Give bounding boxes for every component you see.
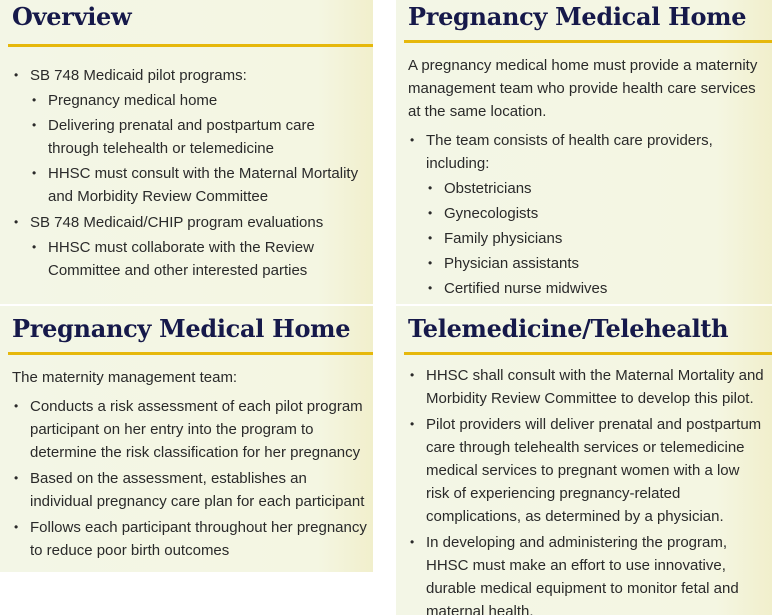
bullet-item: Pilot providers will deliver prenatal an… [408,413,766,528]
slide-title: Overview [12,2,132,31]
bullet-list: HHSC shall consult with the Maternal Mor… [408,364,766,615]
bullet-text: SB 748 Medicaid/CHIP program evaluations [30,214,324,231]
title-divider [8,352,373,355]
slide-body: SB 748 Medicaid pilot programs: Pregnancy… [12,64,367,285]
slide-body: HHSC shall consult with the Maternal Mor… [408,364,766,615]
bullet-item: HHSC shall consult with the Maternal Mor… [408,364,766,410]
title-divider [404,352,772,355]
bullet-text: SB 748 Medicaid pilot programs: [30,67,247,84]
slide-telemedicine: Telemedicine/Telehealth HHSC shall consu… [396,306,772,615]
slide-pregnancy-medical-home-process: Pregnancy Medical Home The maternity man… [0,306,373,572]
sub-bullet-list: Pregnancy medical homeDelivering prenata… [30,89,367,208]
bullet-item: In developing and administering the prog… [408,531,766,615]
bullet-text: HHSC shall consult with the Maternal Mor… [426,367,764,407]
slide-body: The maternity management team: Conducts a… [12,366,367,565]
bullet-item: The team consists of health care provide… [408,129,766,304]
sub-bullet-list: ObstetriciansGynecologistsFamily physici… [426,177,766,304]
title-divider [404,40,772,43]
bullet-list: Conducts a risk assessment of each pilot… [12,395,367,562]
title-divider [8,44,373,47]
sub-bullet-item: Gynecologists [426,202,766,225]
bullet-item: SB 748 Medicaid/CHIP program evaluations… [12,211,367,282]
slide-title: Pregnancy Medical Home [12,314,351,343]
slide-intro: The maternity management team: [12,369,238,386]
bullet-text: Follows each participant throughout her … [30,519,367,559]
sub-bullet-item: Pregnancy medical home [30,89,367,112]
sub-bullet-item: Family physicians [426,227,766,250]
sub-bullet-item: Nurse practitioners [426,302,766,304]
bullet-item: Follows each participant throughout her … [12,516,367,562]
bullet-text: Conducts a risk assessment of each pilot… [30,398,363,461]
bullet-list: The team consists of health care provide… [408,129,766,304]
sub-bullet-list: HHSC must collaborate with the Review Co… [30,236,367,282]
bullet-text: Based on the assessment, establishes an … [30,470,365,510]
slide-pregnancy-medical-home-team: Pregnancy Medical Home A pregnancy medic… [396,0,772,304]
sub-bullet-item: Physician assistants [426,252,766,275]
sub-bullet-item: Certified nurse midwives [426,277,766,300]
sub-bullet-item: HHSC must collaborate with the Review Co… [30,236,367,282]
bullet-list: SB 748 Medicaid pilot programs: Pregnancy… [12,64,367,282]
bullet-text: In developing and administering the prog… [426,534,739,615]
bullet-text: The team consists of health care provide… [426,132,713,172]
slide-overview: Overview SB 748 Medicaid pilot programs:… [0,0,373,304]
bullet-text: Pilot providers will deliver prenatal an… [426,416,762,525]
slide-title: Telemedicine/Telehealth [408,314,729,343]
bullet-item: SB 748 Medicaid pilot programs: Pregnancy… [12,64,367,208]
slide-intro: A pregnancy medical home must provide a … [408,57,758,120]
sub-bullet-item: HHSC must consult with the Maternal Mort… [30,162,367,208]
bullet-item: Based on the assessment, establishes an … [12,467,367,513]
slide-body: A pregnancy medical home must provide a … [408,54,766,304]
sub-bullet-item: Obstetricians [426,177,766,200]
bullet-item: Conducts a risk assessment of each pilot… [12,395,367,464]
sub-bullet-item: Delivering prenatal and postpartum care … [30,114,367,160]
slide-title: Pregnancy Medical Home [408,2,747,31]
